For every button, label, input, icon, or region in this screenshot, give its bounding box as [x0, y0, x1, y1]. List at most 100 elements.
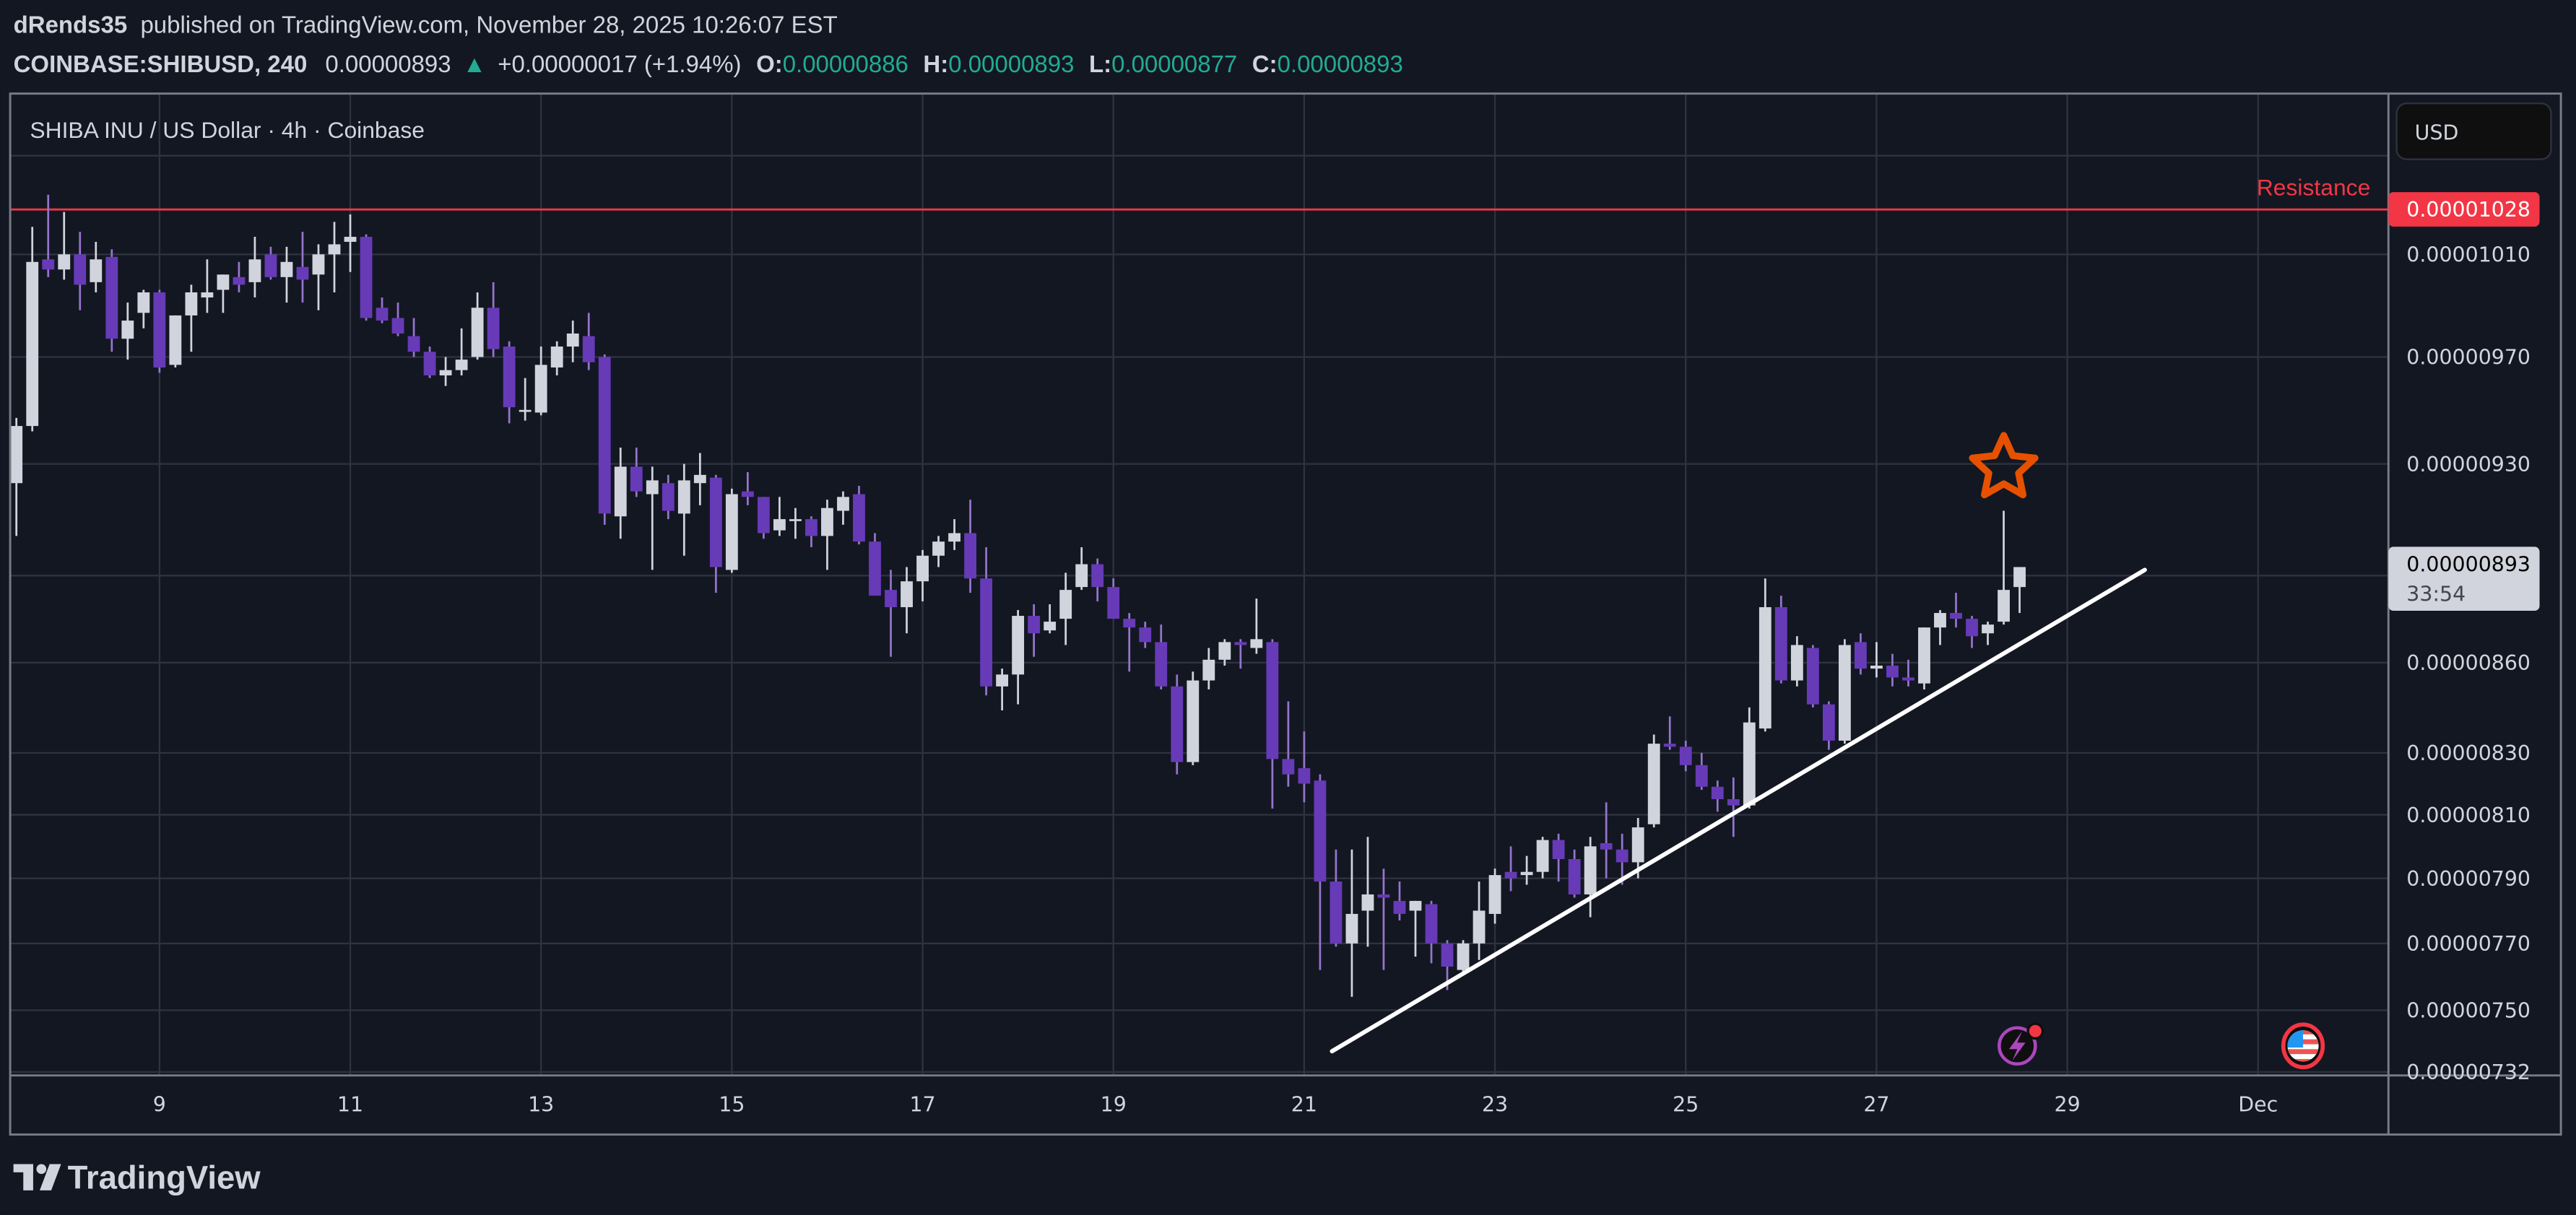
- candle: [630, 448, 643, 497]
- candle: [916, 549, 929, 602]
- candle: [693, 453, 706, 505]
- candle-body: [1934, 613, 1946, 628]
- candle: [1250, 598, 1263, 654]
- candle: [1695, 752, 1708, 791]
- candle: [280, 246, 293, 303]
- close-value: 0.00000893: [1278, 51, 1403, 77]
- candle: [1187, 671, 1200, 765]
- candle: [264, 246, 277, 280]
- price-tick-label: 0.00000790: [2406, 867, 2531, 891]
- candle-body: [471, 308, 484, 357]
- candle: [1266, 639, 1279, 809]
- candle-body: [26, 261, 39, 427]
- star-icon[interactable]: [1969, 432, 2039, 499]
- candle-body: [1473, 910, 1486, 944]
- candle-body: [534, 365, 547, 413]
- lightning-icon[interactable]: [1998, 1022, 2044, 1066]
- candle: [1758, 578, 1771, 732]
- candle-body: [1377, 894, 1390, 898]
- candle: [1886, 653, 1899, 687]
- candle: [1774, 596, 1787, 684]
- candle: [248, 237, 261, 298]
- open-label: O:: [756, 51, 783, 77]
- candle-body: [996, 674, 1009, 687]
- time-tick-label: 15: [719, 1093, 745, 1117]
- candle-body: [550, 347, 563, 368]
- trendline[interactable]: [1330, 567, 2147, 1054]
- price-axis[interactable]: 0.00001010 0.00000970 0.00000930 0.00000860…: [2406, 243, 2531, 1085]
- high-value: 0.00000893: [948, 51, 1074, 77]
- candle: [1012, 610, 1025, 705]
- candle-body: [1727, 799, 1740, 806]
- candle: [90, 241, 103, 292]
- candle-body: [1155, 642, 1168, 687]
- candle-body: [1123, 619, 1136, 628]
- candle-body: [662, 483, 675, 511]
- candle: [10, 417, 23, 536]
- candle: [646, 466, 659, 570]
- time-tick-label: 27: [1863, 1093, 1889, 1117]
- close-label: C:: [1252, 51, 1278, 77]
- candle: [614, 448, 627, 539]
- candle: [1950, 593, 1962, 628]
- candle-body: [455, 360, 468, 370]
- candle-body: [1028, 616, 1041, 634]
- candle: [1552, 833, 1565, 882]
- candle: [233, 261, 246, 292]
- candle: [1918, 627, 1930, 689]
- candle: [153, 289, 166, 373]
- candle-body: [821, 508, 833, 536]
- candle-body: [439, 370, 452, 375]
- candle-body: [519, 409, 532, 412]
- candle: [1536, 837, 1549, 879]
- resistance-price: 0.00001028: [2406, 198, 2531, 222]
- candle: [534, 347, 547, 416]
- candle: [1314, 774, 1327, 970]
- candle-body: [1631, 827, 1644, 863]
- candle: [1727, 777, 1740, 837]
- bar-countdown: 33:54: [2406, 582, 2466, 606]
- plot-area[interactable]: [10, 194, 2389, 1054]
- candle: [662, 474, 675, 520]
- candle-body: [1504, 871, 1517, 879]
- candle-body: [1838, 645, 1851, 741]
- currency-label: USD: [2415, 121, 2459, 144]
- candle-body: [58, 254, 71, 270]
- candle-body: [1139, 627, 1152, 643]
- candle-body: [773, 519, 786, 531]
- candle: [217, 274, 230, 313]
- candle: [1377, 868, 1390, 970]
- candle-body: [1854, 642, 1867, 669]
- candle: [42, 194, 55, 277]
- candle-body: [185, 292, 198, 315]
- candle-body: [901, 581, 913, 608]
- candle: [932, 536, 945, 567]
- time-tick-label: 21: [1291, 1093, 1317, 1117]
- time-axis[interactable]: 9 11 13 15 17 19 21 23 25 27 29 Dec: [153, 1093, 2278, 1117]
- candle-body: [630, 466, 643, 492]
- candle-body: [169, 315, 182, 365]
- candle: [1393, 881, 1406, 920]
- candle: [725, 488, 738, 573]
- candle-body: [1774, 607, 1787, 681]
- candle: [821, 500, 833, 570]
- candle-body: [1743, 722, 1756, 806]
- candle-body: [1441, 943, 1454, 967]
- author-name[interactable]: dRends35: [14, 11, 128, 38]
- candle-body: [582, 336, 595, 362]
- candle-body: [201, 292, 214, 298]
- candle-body: [487, 308, 500, 349]
- currency-button[interactable]: USD: [2395, 103, 2552, 160]
- candle-body: [217, 274, 230, 290]
- candle-body: [1822, 704, 1835, 741]
- up-arrow-icon: ▲: [463, 51, 487, 77]
- candle: [471, 292, 484, 360]
- candle-body: [1870, 666, 1883, 669]
- candle-body: [1886, 666, 1899, 678]
- resistance-label: Resistance: [2257, 175, 2370, 201]
- us-flag-icon[interactable]: [2281, 1022, 2325, 1070]
- tradingview-logo[interactable]: TradingView: [13, 1159, 261, 1196]
- candle: [1091, 558, 1104, 602]
- candle-body: [1488, 875, 1501, 914]
- time-tick-label: 29: [2055, 1093, 2081, 1117]
